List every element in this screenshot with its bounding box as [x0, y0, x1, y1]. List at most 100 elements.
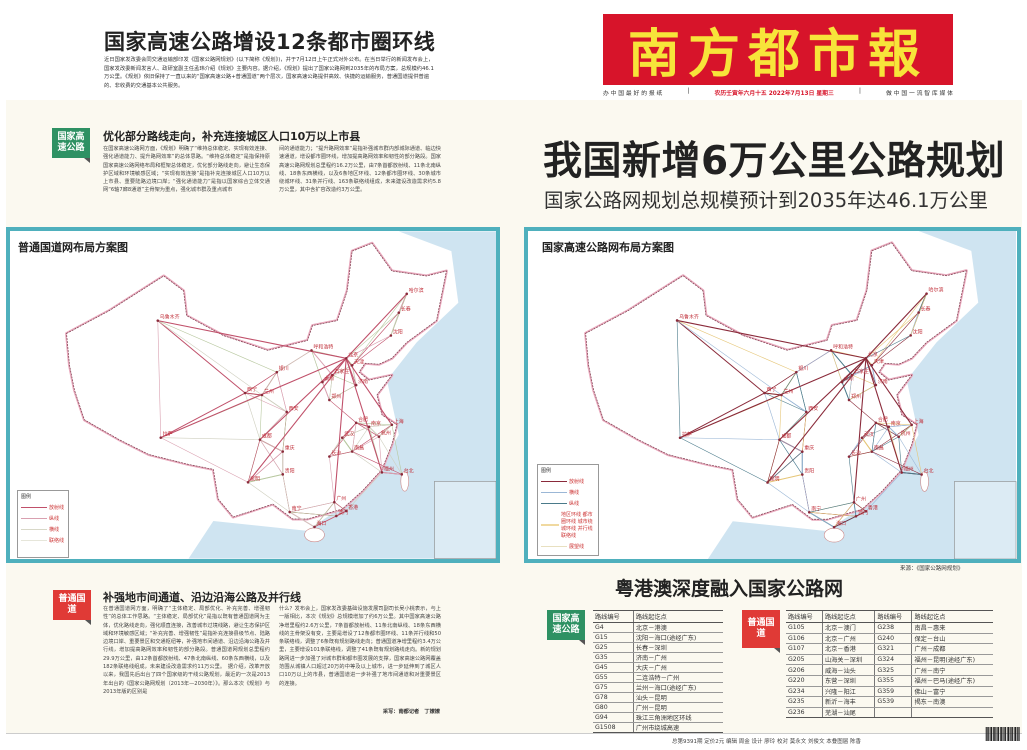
table-cell: 二连浩特－广州	[632, 672, 723, 683]
section2-col2: 什么？发布会上，国家发改委基础设施发展司副司长吴小桃表示，与上一版相比，本次《规…	[279, 606, 441, 687]
road-line	[391, 424, 403, 475]
radial-road-line	[865, 358, 903, 473]
barcode-bar	[989, 727, 991, 741]
road-line	[865, 335, 911, 359]
road-line	[861, 426, 889, 439]
road-line	[276, 350, 312, 373]
table-cell: 福州－昆明(途经广东)	[911, 654, 993, 666]
radial-road-line	[345, 357, 393, 426]
city-label: 南昌	[874, 445, 884, 452]
barcode-bar	[987, 727, 989, 741]
city-dot	[350, 450, 354, 453]
table-cell: 北京－港澳	[632, 622, 723, 633]
barcode-bar	[990, 727, 993, 741]
road-line	[898, 436, 903, 473]
city-dot	[847, 455, 851, 458]
road-line	[378, 436, 383, 473]
road-line	[871, 335, 911, 366]
road-line	[871, 426, 890, 452]
city-dot	[344, 509, 348, 513]
city-dot	[354, 383, 358, 387]
radial-road-line	[853, 358, 867, 503]
city-label: 拉萨	[163, 431, 173, 438]
radial-road-line	[679, 357, 867, 439]
road-line	[160, 437, 260, 440]
city-dot	[243, 391, 247, 395]
road-line	[289, 511, 315, 528]
table-cell: G539	[874, 696, 912, 708]
barcode-bar	[997, 727, 999, 741]
barcode-bar	[993, 727, 994, 741]
city-label: 呼和浩特	[314, 343, 334, 350]
road-line	[910, 293, 927, 336]
city-label: 成都	[781, 433, 791, 440]
table-cell: G80	[593, 702, 634, 713]
city-label: 兰州	[783, 388, 793, 395]
table-cell: 北京－广州	[821, 633, 875, 645]
table-header: 路线起讫点	[821, 610, 875, 623]
road-line	[764, 392, 782, 396]
city-dot	[840, 380, 844, 384]
legend-item: 放射线	[541, 478, 595, 485]
road-line	[368, 426, 380, 438]
road-line	[381, 471, 402, 475]
city-dot	[328, 398, 331, 402]
city-label: 广州	[856, 495, 866, 502]
city-label: 北京	[868, 351, 878, 358]
city-label: 呼和浩特	[833, 343, 853, 350]
city-label: 乌鲁木齐	[679, 313, 699, 320]
city-label: 台北	[404, 467, 414, 474]
road-line	[676, 320, 797, 373]
road-line	[352, 335, 392, 366]
city-label: 贵阳	[285, 467, 295, 474]
road-line	[848, 456, 855, 503]
road-line	[157, 320, 277, 373]
table-cell: G105	[786, 622, 823, 634]
badge-gba-national: 普通国道	[742, 610, 780, 653]
road-line	[841, 381, 850, 401]
table-cell: G235	[786, 696, 823, 708]
city-label: 重庆	[804, 445, 814, 452]
city-label: 海口	[316, 520, 326, 527]
sea	[707, 231, 1017, 559]
city-label: 合肥	[878, 416, 888, 423]
road-line	[355, 422, 380, 437]
city-label: 广州	[336, 495, 346, 502]
table-cell: 兰州－海口(途经广东)	[632, 682, 723, 693]
city-label: 兰州	[264, 388, 274, 395]
table-row: G80 广州－昆明	[593, 702, 723, 713]
table-header: 路线编号	[786, 610, 823, 623]
city-label: 上海	[394, 418, 404, 425]
table-cell: 汕头－昆明	[632, 692, 723, 703]
city-dot	[397, 311, 401, 314]
sea	[188, 231, 496, 559]
city-label: 杭州	[901, 430, 911, 437]
road-line	[853, 502, 867, 512]
radial-road-line	[345, 358, 383, 473]
road-line	[352, 451, 383, 473]
legend-item: 横线	[541, 489, 595, 496]
city-label: 香港	[868, 504, 878, 511]
badge-expressway: 国家高速公路	[52, 128, 90, 163]
table-cell: 北京－澳门	[821, 622, 875, 634]
road-line	[830, 350, 843, 383]
road-line	[282, 411, 288, 452]
city-dot	[763, 391, 766, 395]
road-line	[351, 312, 400, 366]
road-line	[346, 472, 383, 512]
city-dot	[801, 450, 804, 453]
masthead-logo: 南方都市報	[603, 14, 953, 85]
road-line	[871, 436, 899, 452]
city-label: 澳门	[858, 509, 868, 516]
table-row: G45 大庆－广州	[593, 662, 723, 673]
city-label: 乌鲁木齐	[160, 314, 180, 321]
barcode-bar	[1011, 727, 1013, 741]
road-line	[767, 439, 780, 483]
city-label: 武汉	[344, 431, 354, 438]
radial-road-line	[157, 320, 347, 359]
road-line	[796, 350, 832, 373]
road-line	[311, 350, 333, 376]
legend-item: 放射线	[21, 504, 65, 511]
city-dot	[310, 349, 313, 352]
city-dot	[389, 334, 393, 337]
